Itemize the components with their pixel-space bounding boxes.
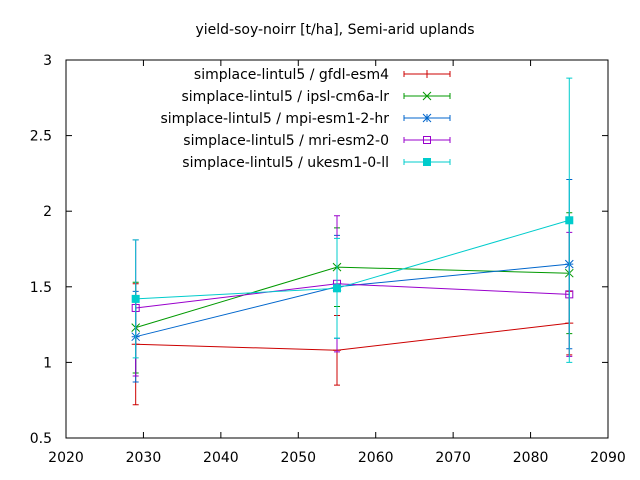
series-line [135, 266, 570, 329]
y-tick-label: 1.5 [30, 280, 52, 296]
legend-label: simplace-lintul5 / ukesm1-0-ll [182, 155, 389, 171]
y-tick-label: 2.5 [30, 129, 52, 145]
legend-label: simplace-lintul5 / ipsl-cm6a-lr [182, 89, 390, 105]
legend-entry: simplace-lintul5 / ipsl-cm6a-lr [182, 89, 451, 105]
legend-label: simplace-lintul5 / mri-esm2-0 [183, 133, 389, 149]
series-3 [131, 178, 574, 383]
axes: 2020 2030 2040 2050 2060 2070 2080 2090 0.5 1 1.5 2… [30, 53, 626, 466]
chart-title: yield-soy-noirr [t/ha], Semi-arid upland… [195, 22, 474, 38]
legend-marker [423, 136, 431, 144]
legend-entry: simplace-lintul5 / mri-esm2-0 [183, 133, 451, 149]
y-tick-label: 3 [43, 53, 52, 69]
y-tick-label: 0.5 [30, 431, 52, 447]
legend-label: simplace-lintul5 / mpi-esm1-2-hr [160, 111, 389, 127]
data-point [565, 216, 574, 225]
x-tick-label: 2090 [590, 450, 626, 466]
y-tick-label: 2 [43, 204, 52, 220]
legend-entry: simplace-lintul5 / ukesm1-0-ll [182, 155, 451, 171]
series-1 [131, 283, 574, 406]
y-tick-label: 1 [43, 355, 52, 371]
legend-marker [423, 70, 431, 78]
plot-frame [65, 59, 609, 439]
series-line [135, 219, 570, 300]
legend: simplace-lintul5 / gfdl-esm4 simplace-lin… [160, 67, 451, 171]
plot-series [131, 77, 574, 406]
x-tick-label: 2070 [435, 450, 471, 466]
x-tick-label: 2050 [280, 450, 316, 466]
data-point [333, 284, 341, 293]
series-5 [131, 77, 574, 363]
legend-entry: simplace-lintul5 / gfdl-esm4 [194, 67, 451, 83]
legend-marker [423, 158, 431, 166]
x-tick-label: 2020 [48, 450, 84, 466]
legend-marker [422, 91, 432, 101]
series-line [135, 322, 570, 351]
legend-marker [422, 113, 432, 123]
x-tick-label: 2080 [513, 450, 549, 466]
legend-line [403, 137, 451, 143]
x-tick-label: 2060 [358, 450, 394, 466]
legend-label: simplace-lintul5 / gfdl-esm4 [194, 67, 389, 83]
x-tick-label: 2040 [203, 450, 239, 466]
legend-entry: simplace-lintul5 / mpi-esm1-2-hr [160, 111, 451, 127]
data-point [131, 294, 140, 303]
x-tick-label: 2030 [126, 450, 162, 466]
